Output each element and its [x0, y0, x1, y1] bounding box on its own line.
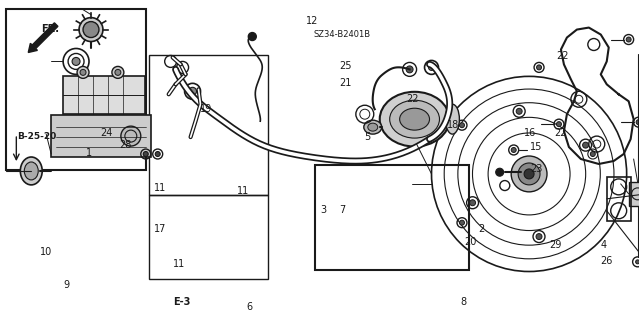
Text: 11: 11 — [173, 259, 186, 269]
Text: 26: 26 — [600, 256, 612, 266]
Circle shape — [511, 147, 516, 152]
Ellipse shape — [364, 120, 381, 134]
Text: 22: 22 — [406, 94, 419, 104]
Circle shape — [524, 169, 534, 179]
Circle shape — [536, 234, 542, 240]
Circle shape — [189, 87, 196, 95]
Text: 11: 11 — [154, 183, 166, 193]
Circle shape — [460, 220, 465, 225]
Circle shape — [590, 152, 595, 157]
Text: 5: 5 — [365, 132, 371, 142]
Text: 9: 9 — [64, 280, 70, 290]
Text: 4: 4 — [600, 240, 607, 250]
Circle shape — [156, 152, 160, 157]
Ellipse shape — [380, 92, 449, 146]
Text: 21: 21 — [339, 78, 351, 88]
Circle shape — [80, 70, 86, 75]
Bar — [148, 195, 268, 279]
Text: 7: 7 — [339, 205, 346, 215]
Text: 15: 15 — [531, 142, 543, 152]
Text: 28: 28 — [119, 140, 132, 150]
Circle shape — [516, 108, 522, 114]
Bar — [63, 76, 145, 114]
Text: 23: 23 — [531, 164, 543, 174]
Text: 8: 8 — [460, 297, 467, 308]
Circle shape — [496, 168, 504, 176]
Bar — [6, 9, 146, 170]
Text: 11: 11 — [237, 186, 250, 196]
Text: 18: 18 — [447, 120, 460, 130]
Text: 3: 3 — [320, 205, 326, 215]
Text: 6: 6 — [247, 302, 253, 312]
Text: 2: 2 — [478, 224, 484, 234]
Circle shape — [83, 22, 99, 38]
Text: E-3: E-3 — [173, 297, 191, 308]
Text: FR.: FR. — [41, 24, 59, 33]
Text: 24: 24 — [100, 128, 113, 137]
Text: 1: 1 — [86, 148, 92, 158]
Text: 17: 17 — [154, 224, 166, 234]
Ellipse shape — [390, 100, 440, 138]
Text: SZ34-B2401B: SZ34-B2401B — [314, 31, 371, 40]
Circle shape — [636, 120, 640, 125]
Circle shape — [72, 57, 80, 65]
Circle shape — [143, 152, 148, 157]
Ellipse shape — [20, 157, 42, 185]
Bar — [315, 165, 469, 270]
Circle shape — [112, 66, 124, 78]
Circle shape — [511, 156, 547, 192]
Circle shape — [77, 66, 89, 78]
Circle shape — [79, 18, 103, 41]
Ellipse shape — [445, 104, 460, 134]
Circle shape — [115, 70, 121, 75]
Circle shape — [429, 64, 435, 70]
Circle shape — [248, 33, 256, 41]
Text: 16: 16 — [524, 128, 536, 137]
Ellipse shape — [399, 108, 429, 130]
Circle shape — [636, 260, 639, 264]
Circle shape — [582, 142, 589, 148]
Text: 25: 25 — [339, 61, 351, 71]
Ellipse shape — [24, 162, 38, 180]
Ellipse shape — [368, 123, 378, 131]
Circle shape — [536, 65, 541, 70]
Text: 22: 22 — [556, 51, 568, 61]
Text: 12: 12 — [306, 16, 318, 26]
Bar — [51, 115, 151, 157]
Text: 10: 10 — [40, 247, 52, 256]
Circle shape — [406, 66, 413, 73]
Text: 19: 19 — [200, 104, 212, 114]
Bar — [148, 56, 268, 195]
Circle shape — [556, 122, 561, 127]
Circle shape — [460, 123, 465, 128]
Text: 22: 22 — [554, 128, 567, 137]
Circle shape — [518, 163, 540, 185]
Text: 29: 29 — [549, 240, 562, 250]
Circle shape — [121, 126, 141, 146]
Bar — [628, 182, 640, 206]
Circle shape — [470, 200, 476, 206]
FancyArrow shape — [28, 23, 58, 52]
Circle shape — [626, 37, 631, 42]
Text: 20: 20 — [464, 237, 476, 247]
Text: B-25-20: B-25-20 — [17, 132, 56, 141]
